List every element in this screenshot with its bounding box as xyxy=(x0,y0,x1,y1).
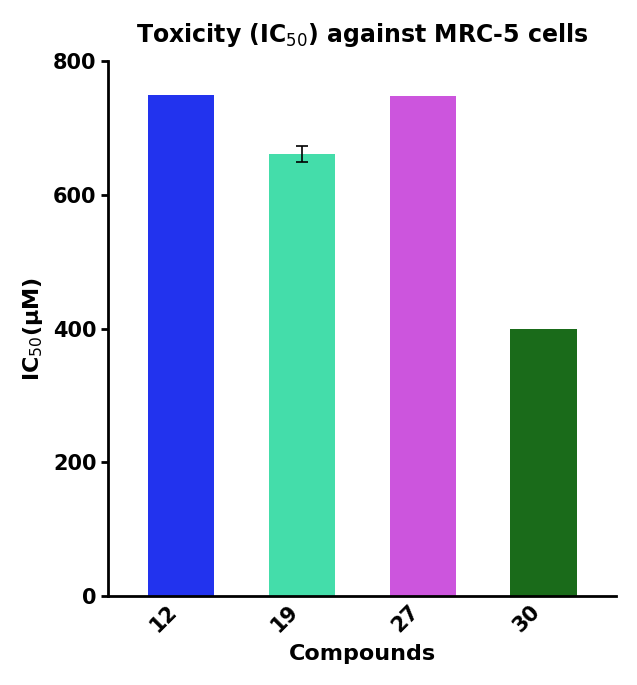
Bar xyxy=(389,96,456,596)
Bar xyxy=(148,95,214,596)
Y-axis label: IC$_{50}$(μM): IC$_{50}$(μM) xyxy=(21,277,45,381)
Bar xyxy=(510,329,577,596)
Bar xyxy=(269,153,335,596)
X-axis label: Compounds: Compounds xyxy=(289,644,436,664)
Title: Toxicity (IC$_{50}$) against MRC-5 cells: Toxicity (IC$_{50}$) against MRC-5 cells xyxy=(136,21,589,49)
